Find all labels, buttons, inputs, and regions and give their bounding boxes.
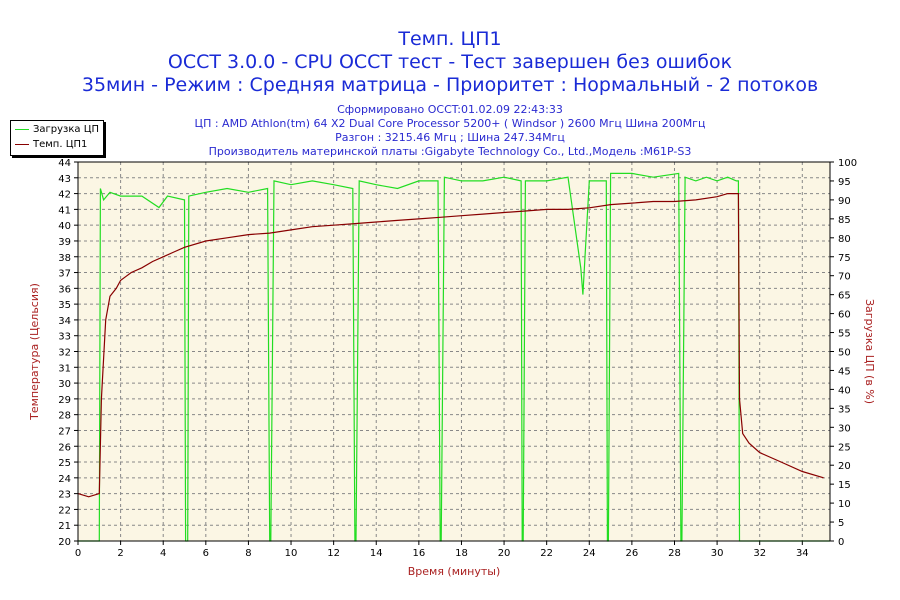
y2-tick-label: 60 [838, 310, 851, 321]
x-tick-label: 30 [711, 548, 724, 559]
y-tick-label: 31 [58, 363, 71, 374]
y2-tick-label: 45 [838, 366, 851, 377]
info-generated: Сформировано OCCT:01.02.09 22:43:33 [337, 103, 563, 116]
y2-tick-label: 0 [838, 537, 844, 548]
x-tick-label: 2 [117, 548, 123, 559]
legend-item-temp: Темп. ЦП1 [15, 138, 87, 152]
chart-legend: Загрузка ЦП Темп. ЦП1 [10, 120, 104, 156]
x-tick-label: 4 [160, 548, 166, 559]
x-tick-label: 34 [796, 548, 809, 559]
x-tick-label: 20 [498, 548, 511, 559]
x-tick-label: 12 [327, 548, 340, 559]
y2-tick-label: 35 [838, 404, 851, 415]
x-axis-label: Время (минуты) [408, 565, 501, 578]
y2-tick-label: 50 [838, 348, 851, 359]
y-tick-label: 23 [58, 490, 71, 501]
y-tick-label: 32 [58, 348, 71, 359]
info-cpu: ЦП : AMD Athlon(tm) 64 X2 Dual Core Proc… [194, 117, 706, 130]
x-tick-label: 8 [245, 548, 251, 559]
y2-tick-label: 10 [838, 499, 851, 510]
y2-tick-label: 90 [838, 196, 851, 207]
chart-title-line2: OCCT 3.0.0 - CPU OCCT тест - Тест заверш… [167, 51, 733, 73]
y-tick-label: 24 [58, 474, 71, 485]
x-tick-label: 24 [583, 548, 596, 559]
legend-swatch-temp [15, 143, 29, 145]
y2-tick-label: 20 [838, 461, 851, 472]
y-tick-label: 39 [58, 237, 71, 248]
y-tick-label: 40 [58, 221, 71, 232]
y2-tick-label: 5 [838, 518, 844, 529]
y-axis-label: Температура (Цельсия) [28, 283, 41, 421]
y-tick-label: 38 [58, 253, 71, 264]
x-tick-label: 14 [370, 548, 383, 559]
y-tick-label: 34 [58, 316, 71, 327]
y-tick-label: 41 [58, 205, 71, 216]
x-tick-label: 26 [626, 548, 639, 559]
y2-tick-label: 55 [838, 329, 851, 340]
y-tick-label: 25 [58, 458, 71, 469]
y-tick-label: 43 [58, 174, 71, 185]
chart-title-line3: 35мин - Режим : Средняя матрица - Приори… [81, 74, 819, 96]
x-tick-label: 10 [285, 548, 298, 559]
x-tick-label: 32 [753, 548, 766, 559]
y2-tick-label: 80 [838, 234, 851, 245]
y-tick-label: 20 [58, 537, 71, 548]
x-tick-label: 18 [455, 548, 468, 559]
y-tick-label: 21 [58, 521, 71, 532]
chart-title: Темп. ЦП1 [398, 28, 502, 50]
x-tick-label: 22 [540, 548, 553, 559]
legend-label-load: Загрузка ЦП [33, 124, 100, 135]
y2-tick-label: 40 [838, 385, 851, 396]
y2-tick-label: 65 [838, 291, 851, 302]
y2-tick-label: 95 [838, 177, 851, 188]
y2-tick-label: 70 [838, 272, 851, 283]
y-tick-label: 22 [58, 505, 71, 516]
y-tick-label: 37 [58, 269, 71, 280]
legend-label-temp: Темп. ЦП1 [33, 139, 88, 150]
y2-tick-label: 25 [838, 442, 851, 453]
x-tick-label: 16 [412, 548, 425, 559]
y-tick-label: 42 [58, 190, 71, 201]
info-motherboard: Производитель материнской платы :Gigabyt… [208, 145, 692, 158]
y2-tick-label: 30 [838, 423, 851, 434]
y-tick-label: 26 [58, 442, 71, 453]
y-tick-label: 36 [58, 284, 71, 295]
y-tick-label: 30 [58, 379, 71, 390]
y-tick-label: 29 [58, 395, 71, 406]
info-overclock: Разгон : 3215.46 Мгц ; Шина 247.34Мгц [335, 131, 565, 144]
y-tick-label: 28 [58, 411, 71, 422]
x-tick-label: 0 [75, 548, 81, 559]
y-tick-label: 33 [58, 332, 71, 343]
y-tick-label: 27 [58, 426, 71, 437]
y2-tick-label: 100 [838, 158, 857, 169]
y2-tick-label: 75 [838, 253, 851, 264]
legend-swatch-load [15, 128, 29, 130]
series-line-temp [77, 193, 824, 498]
y-tick-label: 44 [58, 158, 71, 169]
plot-frame [77, 161, 831, 542]
y2-tick-label: 15 [838, 480, 851, 491]
y-tick-label: 35 [58, 300, 71, 311]
x-tick-label: 28 [668, 548, 681, 559]
y2-tick-label: 85 [838, 215, 851, 226]
x-tick-label: 6 [203, 548, 209, 559]
y2-axis-label: Загрузка ЦП (в %) [863, 299, 876, 404]
legend-item-load: Загрузка ЦП [15, 123, 99, 137]
